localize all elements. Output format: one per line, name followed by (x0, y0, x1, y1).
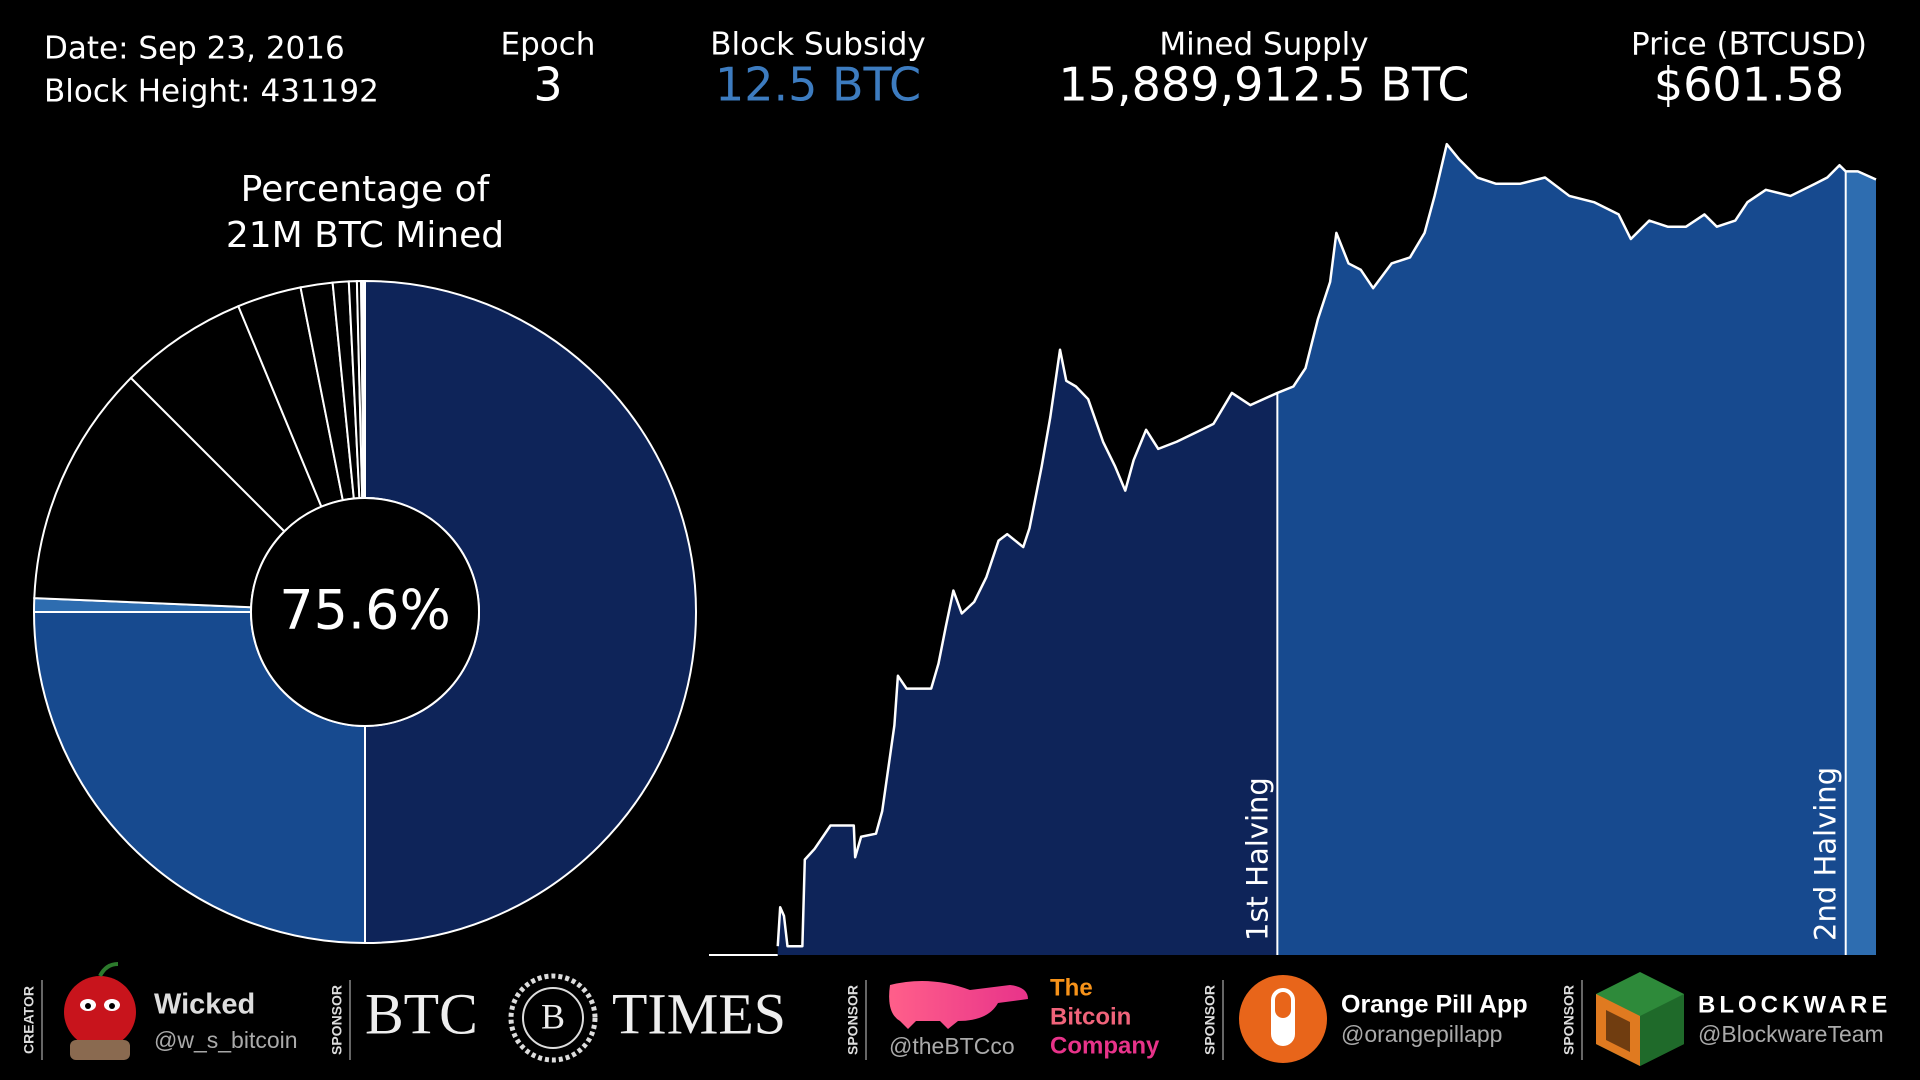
creator-tag: CREATOR (21, 986, 37, 1054)
chart-title: 21M BTC Mined (226, 215, 504, 256)
sponsor-tag: SPONSOR (1202, 985, 1218, 1055)
donut-hole (250, 497, 480, 727)
blockware-logo (1596, 972, 1684, 1066)
supply-value: 15,889,912.5 BTC (1059, 58, 1470, 112)
btcco-name: The (1050, 974, 1093, 1001)
price-area (777, 144, 1876, 956)
date: Date: Sep 23, 2016 (44, 31, 345, 67)
donut-segment (363, 279, 366, 500)
price-label: Price (BTCUSD) (1631, 27, 1867, 63)
header: Date: Sep 23, 2016 Block Height: 431192 … (44, 27, 1867, 112)
btcco-name: Company (1050, 1032, 1160, 1059)
area-chart: 1st Halving 2nd Halving (709, 142, 1877, 956)
btctimes-right: TIMES (612, 981, 786, 1046)
btctimes-mark: B (541, 996, 565, 1036)
price-line (776, 142, 1877, 948)
halving-label: 2nd Halving (1809, 767, 1843, 941)
btcco-name: Bitcoin (1050, 1003, 1131, 1030)
orange-logo (1275, 992, 1291, 1018)
sponsor-tag: SPONSOR (845, 985, 861, 1055)
epoch-value: 3 (533, 58, 562, 112)
center-label: 75.6% (279, 579, 451, 642)
donut-chart: Percentage of 21M BTC Mined 75.6% (32, 169, 697, 945)
price-value: $601.58 (1654, 58, 1844, 112)
blockware-name: BLOCKWARE (1698, 991, 1891, 1018)
epoch-label: Epoch (501, 27, 596, 63)
btctimes-left: BTC (365, 981, 478, 1046)
chart-title: Percentage of (241, 169, 491, 210)
supply-label: Mined Supply (1159, 27, 1368, 63)
block-height: Block Height: 431192 (44, 74, 379, 110)
subsidy-value: 12.5 BTC (715, 58, 921, 112)
sponsor-tag: SPONSOR (1561, 985, 1577, 1055)
orange-handle: @orangepillapp (1341, 1021, 1502, 1047)
blockware-handle: @BlockwareTeam (1698, 1021, 1884, 1047)
btctimes-emblem (522, 987, 584, 1049)
orange-name: Orange Pill App (1341, 991, 1528, 1019)
creator-name: Wicked (154, 989, 255, 1021)
subsidy-label: Block Subsidy (710, 27, 926, 63)
btcco-logo (889, 981, 1028, 1029)
footer: CREATOR Wicked @w_s_bitcoin SPONSOR BTC … (21, 962, 1891, 1066)
halving-label: 1st Halving (1240, 777, 1274, 941)
btctimes-emblem (508, 973, 598, 1063)
btcco-handle: @theBTCco (889, 1033, 1015, 1059)
creator-icon (64, 962, 136, 1060)
sponsor-tag: SPONSOR (329, 985, 345, 1055)
creator-handle: @w_s_bitcoin (154, 1027, 298, 1053)
